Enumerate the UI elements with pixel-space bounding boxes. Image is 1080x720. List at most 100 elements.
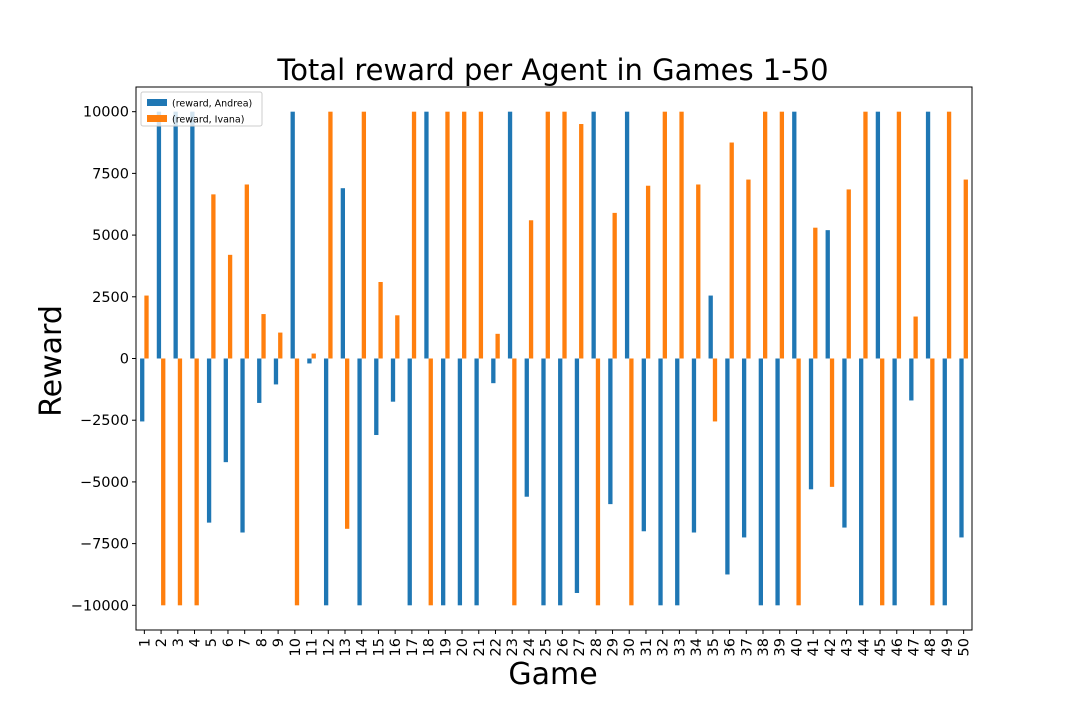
bar-andrea-15 [374, 358, 379, 436]
bar-ivana-21 [478, 111, 484, 359]
bar-andrea-22 [491, 358, 496, 384]
bar-andrea-25 [541, 358, 546, 606]
x-tick-label: 48 [923, 638, 939, 656]
x-tick-label: 1 [137, 638, 153, 647]
bar-andrea-35 [708, 295, 713, 359]
x-tick-label: 22 [488, 638, 504, 656]
x-tick-label: 39 [773, 638, 789, 656]
bar-ivana-23 [512, 358, 517, 606]
x-tick-label: 42 [823, 638, 839, 656]
bar-ivana-12 [328, 111, 333, 359]
bar-ivana-50 [963, 179, 968, 359]
bar-ivana-8 [261, 314, 266, 359]
bar-andrea-42 [825, 230, 830, 359]
bar-andrea-37 [741, 358, 747, 538]
x-tick-label: 25 [539, 638, 555, 656]
bar-ivana-35 [712, 358, 718, 422]
bar-andrea-41 [808, 358, 814, 490]
bar-ivana-11 [311, 353, 316, 359]
x-tick-label: 15 [371, 638, 387, 656]
x-tick-label: 50 [957, 638, 973, 656]
bar-andrea-5 [206, 358, 212, 523]
bar-ivana-37 [746, 179, 751, 359]
y-axis-label: Reward [34, 305, 69, 417]
bar-andrea-47 [909, 358, 914, 401]
y-tick-label: 10000 [83, 105, 129, 121]
x-tick-label: 18 [422, 638, 438, 656]
x-tick-label: 47 [906, 638, 922, 656]
bar-ivana-18 [428, 358, 433, 606]
bar-ivana-32 [662, 111, 667, 359]
bar-ivana-13 [345, 358, 350, 529]
bar-ivana-5 [211, 194, 216, 359]
bar-andrea-13 [340, 188, 345, 359]
x-tick-label: 32 [656, 638, 672, 656]
bar-ivana-14 [361, 111, 367, 359]
bar-ivana-17 [411, 111, 417, 359]
x-tick-label: 45 [873, 638, 889, 656]
bar-ivana-6 [227, 254, 233, 359]
x-tick-label: 13 [338, 638, 354, 656]
y-tick-label: 0 [120, 352, 129, 368]
bar-ivana-2 [161, 358, 166, 606]
bar-andrea-43 [842, 358, 847, 528]
bar-andrea-32 [658, 358, 663, 606]
bar-andrea-48 [925, 111, 931, 359]
x-tick-label: 20 [455, 638, 471, 656]
bar-andrea-46 [892, 358, 897, 606]
legend-box [140, 91, 263, 127]
bar-andrea-4 [190, 111, 195, 359]
bar-andrea-34 [691, 358, 697, 533]
x-tick-label: 31 [639, 638, 655, 656]
bar-andrea-33 [675, 358, 680, 606]
bar-andrea-7 [240, 358, 245, 533]
bar-ivana-34 [696, 184, 701, 359]
x-tick-label: 27 [572, 638, 588, 656]
x-tick-label: 30 [622, 638, 638, 656]
x-tick-label: 7 [238, 638, 254, 647]
y-tick-label: 2500 [92, 290, 129, 306]
bar-andrea-1 [140, 358, 145, 422]
x-tick-label: 10 [288, 638, 304, 656]
x-tick-label: 35 [706, 638, 722, 656]
bar-ivana-30 [629, 358, 634, 606]
bar-ivana-29 [612, 212, 617, 359]
bar-andrea-45 [875, 111, 881, 359]
bar-ivana-26 [562, 111, 567, 359]
bar-andrea-11 [307, 358, 312, 364]
bar-andrea-23 [507, 111, 513, 359]
bar-andrea-20 [457, 358, 463, 606]
x-tick-label: 12 [321, 638, 337, 656]
chart-title: Total reward per Agent in Games 1-50 [276, 53, 828, 87]
x-tick-label: 19 [438, 638, 454, 656]
x-tick-label: 38 [756, 638, 772, 656]
legend-label-ivana: (reward, Ivana) [172, 115, 244, 126]
bar-ivana-27 [579, 124, 584, 359]
x-tick-label: 49 [940, 638, 956, 656]
bar-ivana-25 [545, 111, 550, 359]
x-tick-label: 44 [856, 638, 872, 656]
x-tick-label: 21 [472, 638, 488, 656]
legend-label-andrea: (reward, Andrea) [172, 99, 252, 110]
y-tick-label: 7500 [92, 166, 129, 182]
bar-andrea-49 [942, 358, 947, 606]
bar-ivana-48 [930, 358, 935, 606]
bar-ivana-39 [779, 111, 785, 359]
bar-ivana-41 [813, 227, 818, 359]
bar-andrea-39 [775, 358, 780, 606]
bar-andrea-44 [859, 358, 864, 606]
bar-ivana-22 [495, 333, 500, 359]
y-tick-label: −10000 [71, 598, 129, 614]
bar-ivana-3 [177, 358, 183, 606]
bar-andrea-24 [524, 358, 529, 497]
x-tick-label: 4 [188, 638, 204, 647]
x-tick-label: 2 [154, 638, 170, 647]
y-tick-label: 5000 [92, 228, 129, 244]
x-tick-label: 37 [739, 638, 755, 656]
bar-ivana-31 [645, 185, 651, 359]
x-tick-label: 6 [221, 638, 237, 647]
bar-andrea-21 [474, 358, 479, 606]
bar-andrea-50 [959, 358, 964, 538]
x-tick-label: 11 [305, 638, 321, 656]
